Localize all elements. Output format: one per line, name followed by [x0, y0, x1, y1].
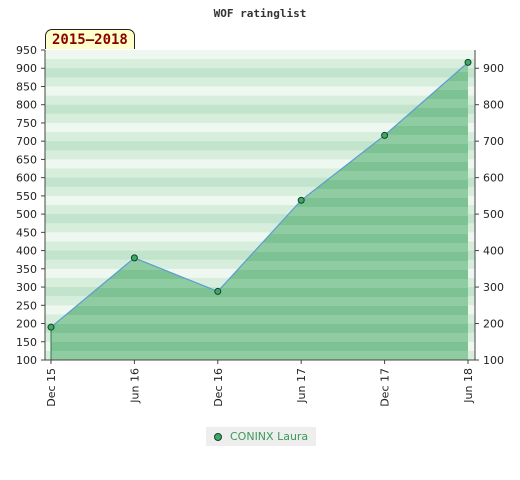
left-tick-label: 100 [16, 354, 37, 367]
background-band [45, 50, 475, 60]
legend-marker [214, 432, 222, 441]
background-band [45, 205, 475, 215]
chart-title: WOF ratinglist [214, 7, 307, 20]
right-tick-label: 100 [483, 354, 504, 367]
series-line [50, 61, 469, 328]
area-layer [50, 61, 469, 361]
left-tick-label: 850 [16, 80, 37, 93]
left-tick-label: 450 [16, 226, 37, 239]
left-tick-label: 250 [16, 299, 37, 312]
x-tick-label: Dec 17 [379, 368, 392, 407]
data-point [297, 196, 305, 204]
left-tick-label: 500 [16, 208, 37, 221]
x-tick-label: Jun 18 [462, 368, 475, 404]
background-band [45, 113, 475, 124]
left-tick-label: 750 [16, 117, 37, 130]
y-axis-left: 100 150 200 250 300 350 400 450 500 550 600 650 700 7… [16, 44, 45, 367]
data-point [47, 323, 55, 331]
background-band [45, 141, 475, 151]
right-tick-label: 700 [483, 135, 504, 148]
data-point [214, 287, 222, 295]
x-tick-label: Dec 15 [45, 368, 58, 407]
right-tick-label: 800 [483, 99, 504, 112]
left-tick-label: 200 [16, 318, 37, 331]
left-tick-label: 950 [16, 44, 37, 57]
left-tick-label: 300 [16, 281, 37, 294]
background-band [45, 122, 475, 133]
background-band [45, 86, 475, 97]
background-band [45, 195, 475, 206]
background-band [45, 168, 475, 179]
left-tick-label: 350 [16, 263, 37, 276]
series-area [51, 62, 468, 361]
background-band [45, 150, 475, 160]
right-tick-label: 900 [483, 62, 504, 75]
data-point [381, 131, 389, 139]
y-axis-right: 100 200 300 400 500 600 700 800 900 [475, 62, 504, 367]
background-band [45, 159, 475, 170]
axes [44, 50, 476, 361]
right-tick-label: 300 [483, 281, 504, 294]
right-tick-label: 200 [483, 318, 504, 331]
legend: CONINX Laura [206, 427, 317, 446]
x-tick-label: Dec 16 [212, 368, 225, 407]
left-tick-label: 600 [16, 172, 37, 185]
data-point [464, 58, 472, 66]
background-band [45, 132, 475, 142]
left-tick-label: 550 [16, 190, 37, 203]
background-band [45, 104, 475, 115]
left-tick-label: 900 [16, 62, 37, 75]
background-band [45, 223, 475, 233]
data-point [130, 254, 138, 262]
x-tick-label: Jun 16 [128, 368, 141, 404]
left-tick-label: 400 [16, 245, 37, 258]
background-band [45, 177, 475, 188]
background-band [45, 232, 475, 242]
x-tick-label: Jun 17 [295, 368, 308, 404]
data-points [47, 58, 472, 331]
background-band [45, 68, 475, 78]
right-tick-label: 400 [483, 245, 504, 258]
background-band [45, 186, 475, 197]
left-tick-label: 700 [16, 135, 37, 148]
background-band [45, 77, 475, 87]
legend-label: CONINX Laura [230, 430, 309, 443]
background-band [45, 59, 475, 69]
period-label: 2015–2018 [45, 29, 135, 49]
left-tick-label: 800 [16, 99, 37, 112]
left-tick-label: 650 [16, 153, 37, 166]
background-band [45, 214, 475, 224]
right-tick-label: 500 [483, 208, 504, 221]
background-band [45, 95, 475, 106]
right-tick-label: 600 [483, 172, 504, 185]
left-tick-label: 150 [16, 336, 37, 349]
x-axis: Dec 15 Jun 16 Dec 16 Jun 17 Dec 17 Jun 18 [45, 360, 475, 407]
